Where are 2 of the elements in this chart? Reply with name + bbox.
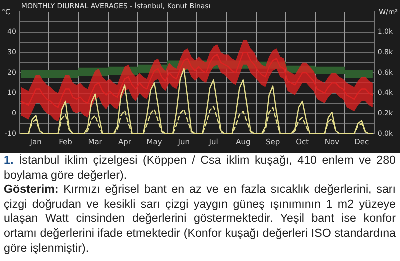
text: Gösterim: Kırmızı eğrisel bant en az ve en fazla sıcaklık değerlerini, sarı çizgi doğrudan ve kesikli sarı çizgi yaygın güneş ışınımının 1 m2 yüzeye ulaşan Watt cinsinden değerlerini göstermektedir. Yeşil bant ise konfor ortamı değerlerini ifade etmektedir (Konfor kuşağı değerleri ISO standardına göre işlenmiştir). [4,183,396,256]
text: 1. İstanbul iklim çizelgesi (Köppen / Csa iklim kuşağı, 410 enlem ve 280 boylama göre değerler). [4,154,396,184]
